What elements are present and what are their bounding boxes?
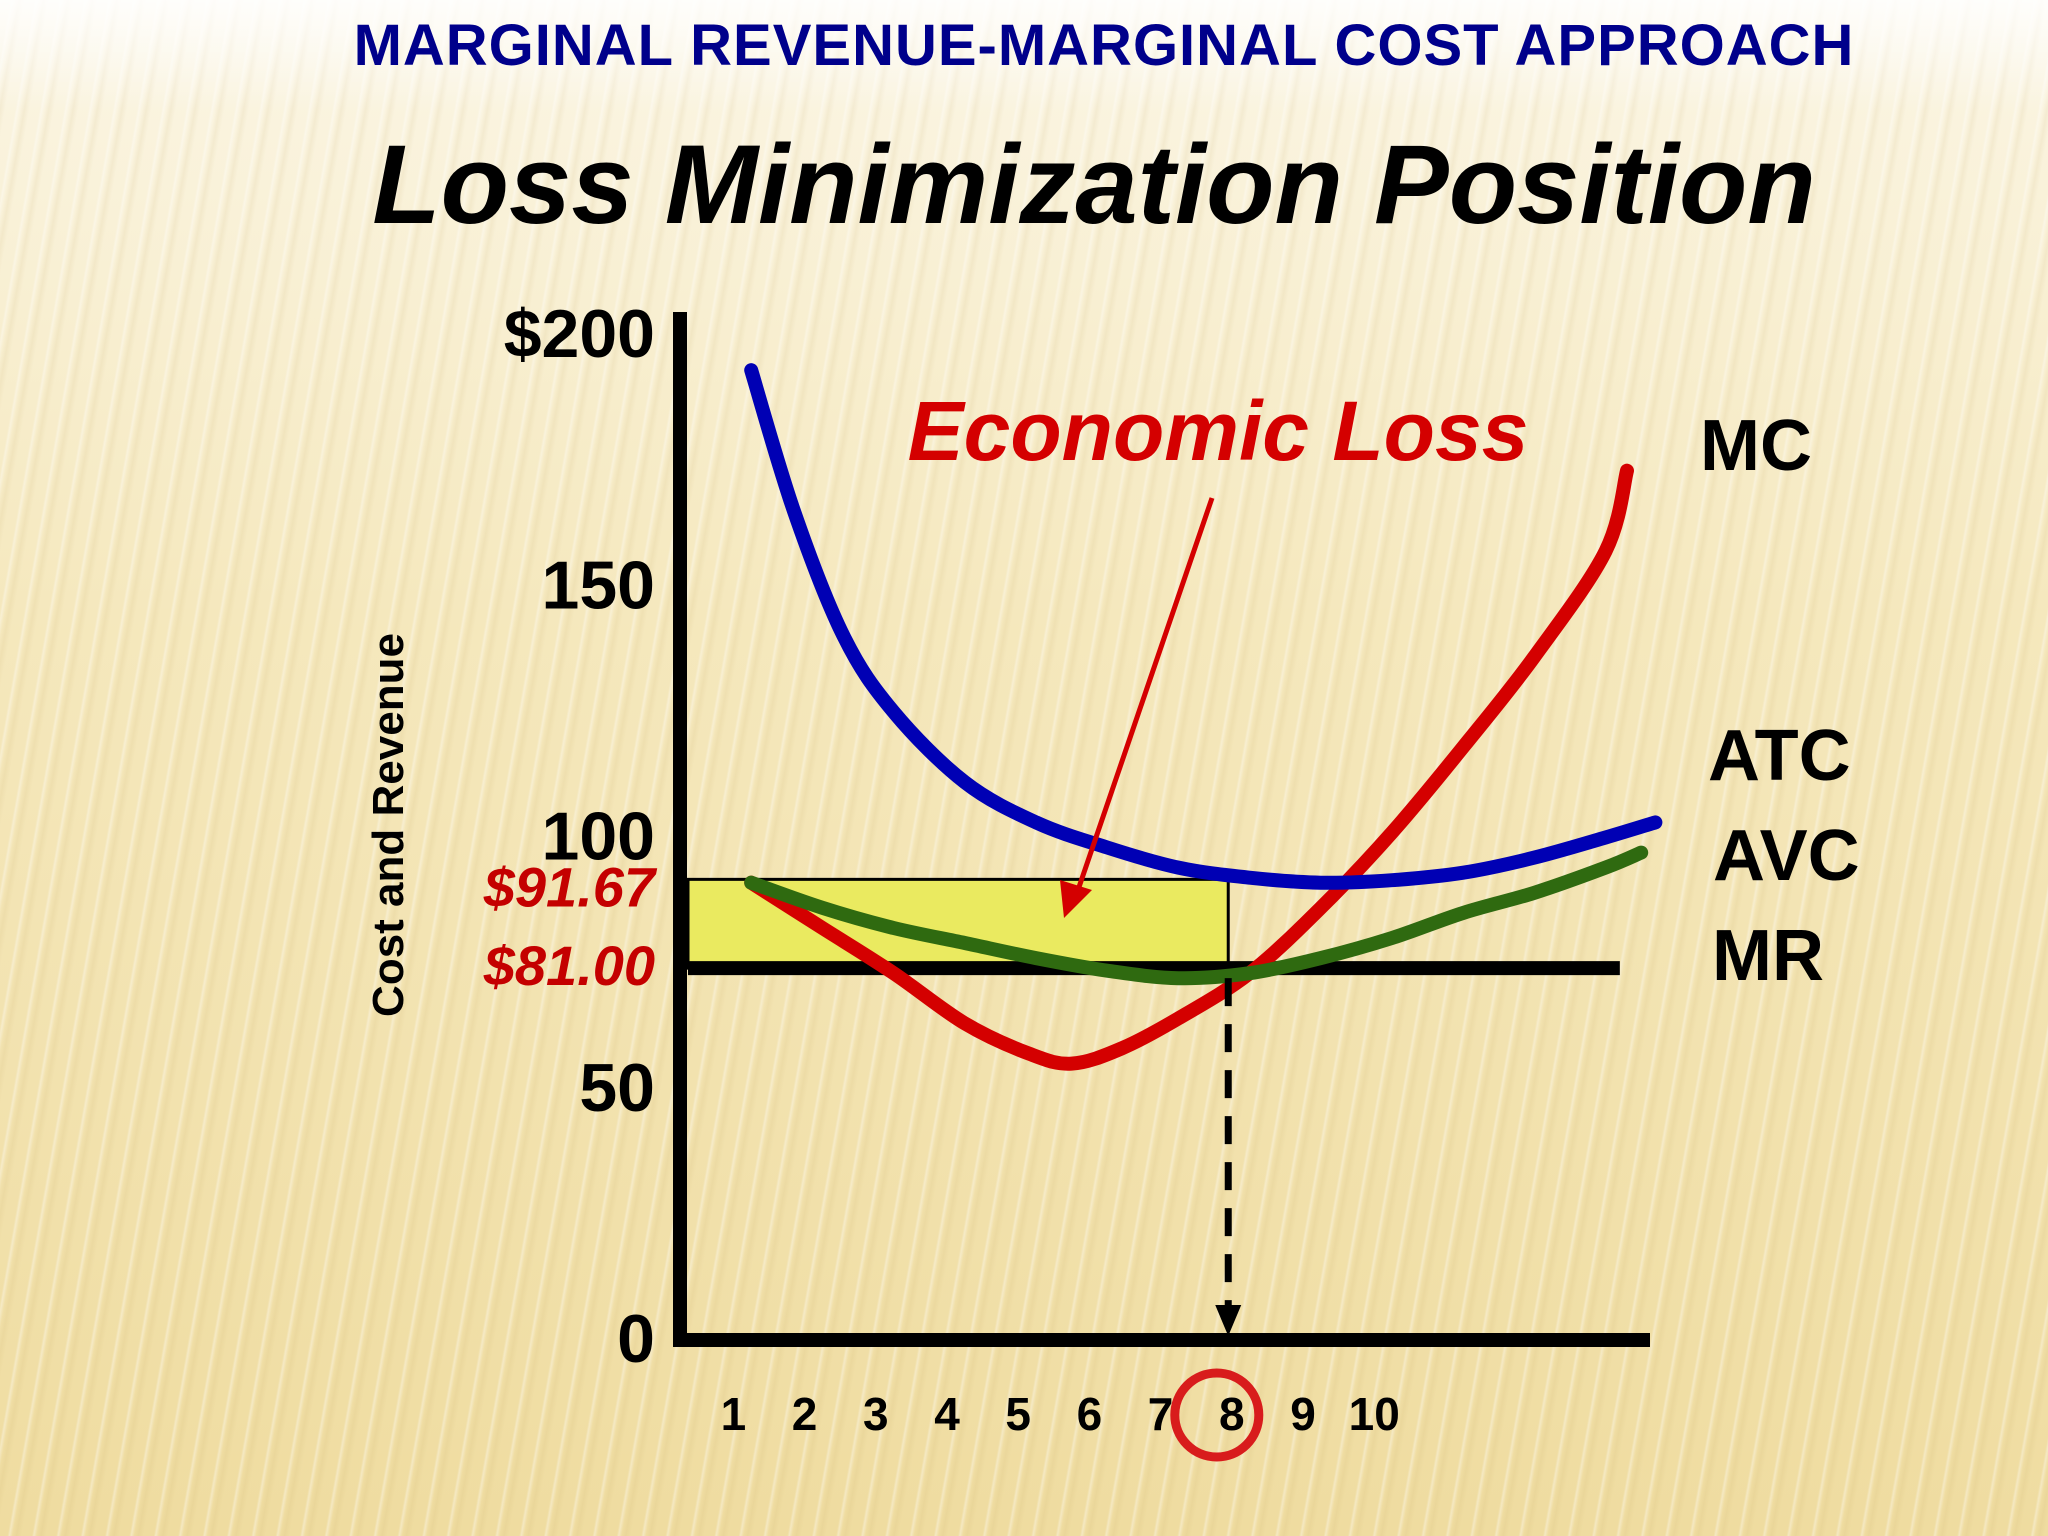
y-tick-label: 0 [617, 1301, 655, 1377]
highlight-circle [1170, 1368, 1264, 1462]
x-tick-label: 2 [792, 1388, 818, 1440]
x-tick-label: 4 [934, 1388, 960, 1440]
x-tick-label: 9 [1290, 1388, 1316, 1440]
economic-loss-label: Economic Loss [908, 384, 1529, 478]
avc-label: AVC [1713, 816, 1860, 896]
mc-curve [744, 463, 1634, 1071]
mr-label: MR [1712, 916, 1824, 996]
y-axis-label: Cost and Revenue [364, 633, 413, 1017]
x-tick-label: 6 [1077, 1388, 1103, 1440]
y-tick-label: 50 [579, 1050, 655, 1126]
mc-label: MC [1700, 406, 1812, 486]
atc-curve [744, 363, 1663, 890]
x-tick-label: 1 [721, 1388, 747, 1440]
y-tick-label: 150 [542, 547, 655, 623]
y-tick-label: 100 [542, 799, 655, 875]
header-band [0, 0, 2048, 110]
economic-loss-arrow [1075, 497, 1215, 891]
economic-loss-arrowhead [1060, 880, 1092, 918]
avc-curve [744, 845, 1649, 986]
slide-header: MARGINAL REVENUE-MARGINAL COST APPROACH [353, 13, 1855, 78]
slide-title: Loss Minimization Position [372, 122, 1816, 247]
y-tick-label: $200 [504, 296, 655, 372]
x-tick-label: 7 [1148, 1388, 1174, 1440]
x-tick-label: 5 [1005, 1388, 1031, 1440]
x-tick-label: 8 [1219, 1388, 1245, 1440]
x-tick-label: 3 [863, 1388, 889, 1440]
atc-label: ATC [1708, 716, 1851, 796]
output-arrowhead [1215, 1305, 1242, 1336]
price-label: $91.67 [483, 855, 658, 918]
x-tick-label: 10 [1349, 1388, 1400, 1440]
price-label: $81.00 [483, 934, 655, 997]
